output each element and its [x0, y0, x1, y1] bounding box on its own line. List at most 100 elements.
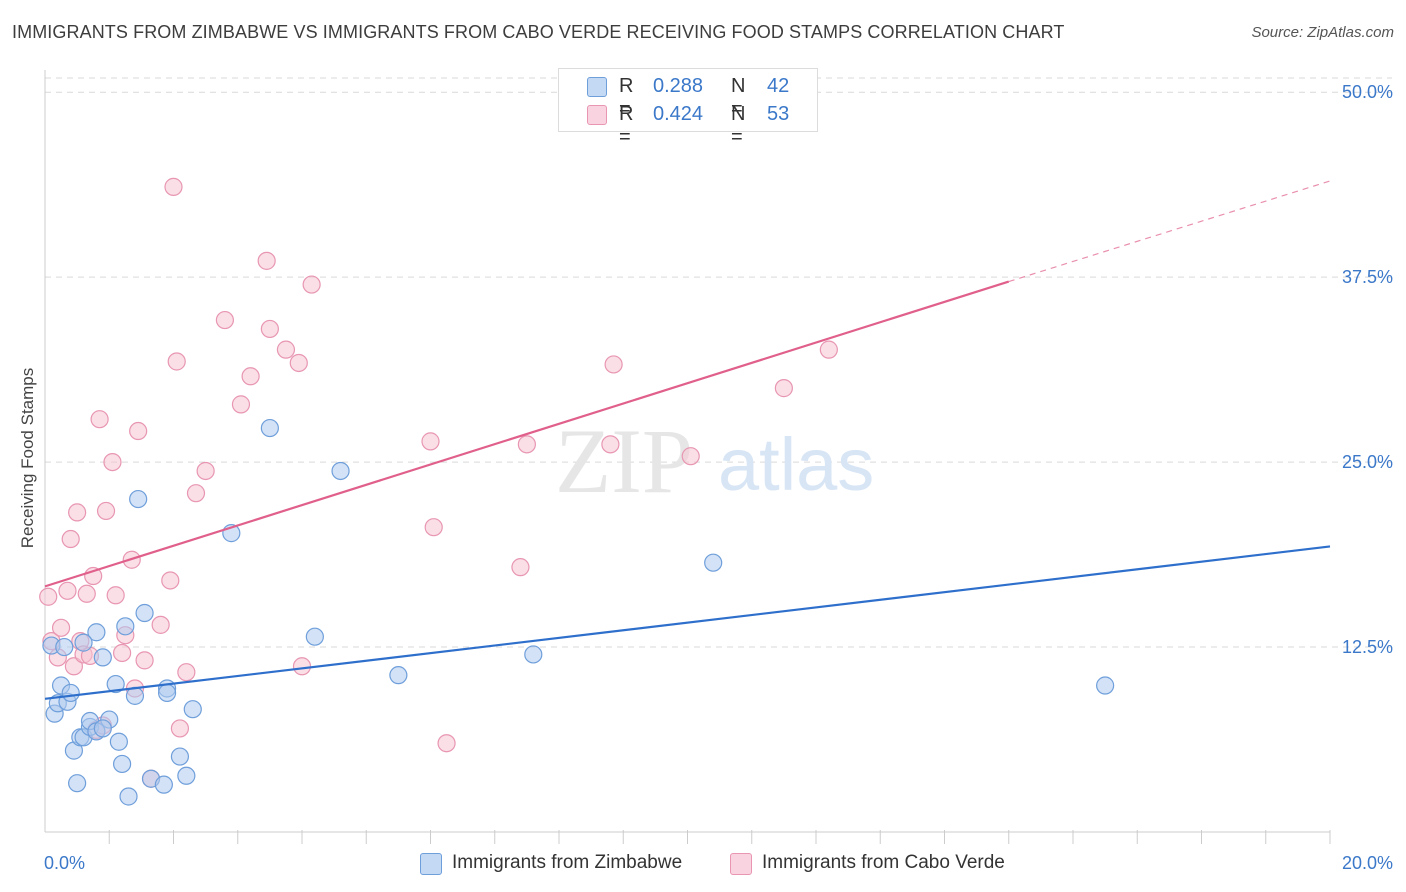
data-point-caboverde	[161, 571, 180, 590]
data-point-caboverde	[517, 435, 536, 454]
data-point-zimbabwe	[183, 700, 202, 719]
data-point-caboverde	[177, 663, 196, 682]
data-point-zimbabwe	[305, 627, 324, 646]
legend-n-label: N =	[731, 103, 746, 148]
data-point-caboverde	[260, 319, 279, 339]
data-point-caboverde	[774, 379, 793, 398]
data-point-caboverde	[61, 529, 80, 549]
data-point-zimbabwe	[61, 683, 80, 703]
data-point-zimbabwe	[331, 461, 350, 481]
data-point-caboverde	[90, 410, 109, 429]
data-point-zimbabwe	[68, 774, 87, 793]
data-point-caboverde	[421, 432, 440, 451]
data-point-caboverde	[437, 734, 456, 753]
data-points	[39, 177, 1115, 806]
data-point-caboverde	[51, 618, 71, 637]
y-tick-label: 25.0%	[1342, 452, 1393, 472]
data-point-caboverde	[231, 395, 251, 414]
watermark: ZIP atlas	[555, 410, 874, 512]
data-point-caboverde	[819, 340, 838, 359]
data-point-zimbabwe	[106, 674, 125, 694]
legend-r-label: R =	[619, 103, 634, 148]
data-point-zimbabwe	[177, 766, 196, 785]
data-point-caboverde	[170, 719, 190, 738]
legend-swatch-zimbabwe	[420, 853, 442, 875]
data-point-zimbabwe	[93, 648, 112, 667]
data-point-caboverde	[135, 651, 154, 670]
legend-swatch-caboverde	[730, 853, 752, 875]
axes	[44, 70, 1331, 844]
data-point-caboverde	[292, 657, 312, 676]
source-label: Source: ZipAtlas.com	[1251, 24, 1394, 41]
legend-r-value-zimbabwe: 0.288	[653, 75, 704, 97]
data-point-zimbabwe	[389, 666, 408, 685]
data-point-caboverde	[167, 352, 186, 371]
y-tick-label: 50.0%	[1342, 82, 1393, 102]
data-point-zimbabwe	[524, 645, 543, 664]
legend-r-label: R =	[619, 75, 634, 120]
trend-line-zimbabwe	[44, 545, 1331, 700]
data-point-zimbabwe	[109, 732, 128, 751]
y-tick-label: 12.5%	[1342, 637, 1393, 657]
data-point-caboverde	[106, 586, 125, 605]
data-point-zimbabwe	[119, 787, 138, 806]
legend-r-value-caboverde: 0.424	[653, 103, 704, 125]
data-point-zimbabwe	[116, 617, 135, 636]
data-point-caboverde	[103, 452, 122, 472]
legend-n-label: N =	[731, 75, 746, 120]
data-point-caboverde	[601, 435, 620, 454]
watermark-atlas: atlas	[718, 423, 874, 506]
data-point-caboverde	[77, 584, 96, 603]
data-point-zimbabwe	[93, 719, 112, 738]
data-point-caboverde	[96, 501, 116, 521]
data-point-caboverde	[196, 461, 215, 481]
data-point-caboverde	[64, 657, 84, 676]
data-point-caboverde	[215, 310, 234, 330]
data-point-zimbabwe	[170, 747, 190, 766]
y-tick-label: 37.5%	[1342, 267, 1393, 287]
data-point-zimbabwe	[135, 603, 154, 623]
data-point-caboverde	[129, 421, 148, 441]
data-point-caboverde	[112, 643, 132, 663]
data-point-caboverde	[186, 484, 206, 503]
legend-n-value-zimbabwe: 42	[767, 75, 790, 97]
data-point-zimbabwe	[704, 553, 723, 572]
correlation-legend: R = 0.288 N = 42 R = 0.424 N = 53	[558, 68, 818, 148]
data-point-zimbabwe	[1096, 676, 1115, 695]
data-point-caboverde	[241, 367, 260, 386]
legend-label-zimbabwe: Immigrants from Zimbabwe	[452, 852, 683, 873]
legend-swatch-caboverde	[587, 105, 607, 125]
data-point-zimbabwe	[112, 754, 132, 774]
data-point-caboverde	[257, 251, 276, 270]
data-point-caboverde	[58, 581, 77, 600]
data-point-zimbabwe	[74, 633, 93, 652]
data-point-caboverde	[276, 340, 296, 359]
tick-labels: 12.5% 25.0% 37.5% 50.0% 0.0% 20.0%	[44, 82, 1393, 873]
data-point-zimbabwe	[260, 418, 279, 438]
legend-n-value-caboverde: 53	[767, 103, 790, 125]
data-point-zimbabwe	[55, 637, 74, 657]
data-point-zimbabwe	[87, 623, 106, 642]
data-point-caboverde	[302, 275, 321, 294]
data-point-caboverde	[151, 615, 170, 634]
trend-line-caboverde	[44, 280, 1010, 588]
data-point-zimbabwe	[129, 489, 148, 509]
x-tick-label-min: 0.0%	[44, 853, 85, 873]
data-point-caboverde	[681, 447, 700, 466]
watermark-zip: ZIP	[555, 410, 693, 512]
data-point-caboverde	[511, 558, 530, 577]
data-point-caboverde	[39, 587, 58, 606]
chart-title: IMMIGRANTS FROM ZIMBABWE VS IMMIGRANTS F…	[12, 22, 1065, 42]
x-tick-label-max: 20.0%	[1342, 853, 1393, 873]
data-point-caboverde	[164, 177, 183, 196]
data-point-zimbabwe	[157, 683, 177, 703]
data-point-zimbabwe	[154, 775, 173, 794]
trend-lines	[44, 180, 1331, 700]
data-point-caboverde	[604, 355, 623, 374]
legend-swatch-zimbabwe	[587, 77, 607, 97]
data-point-caboverde	[68, 503, 87, 522]
data-point-caboverde	[424, 518, 443, 537]
legend-label-caboverde: Immigrants from Cabo Verde	[762, 852, 1005, 873]
data-point-caboverde	[289, 353, 308, 373]
